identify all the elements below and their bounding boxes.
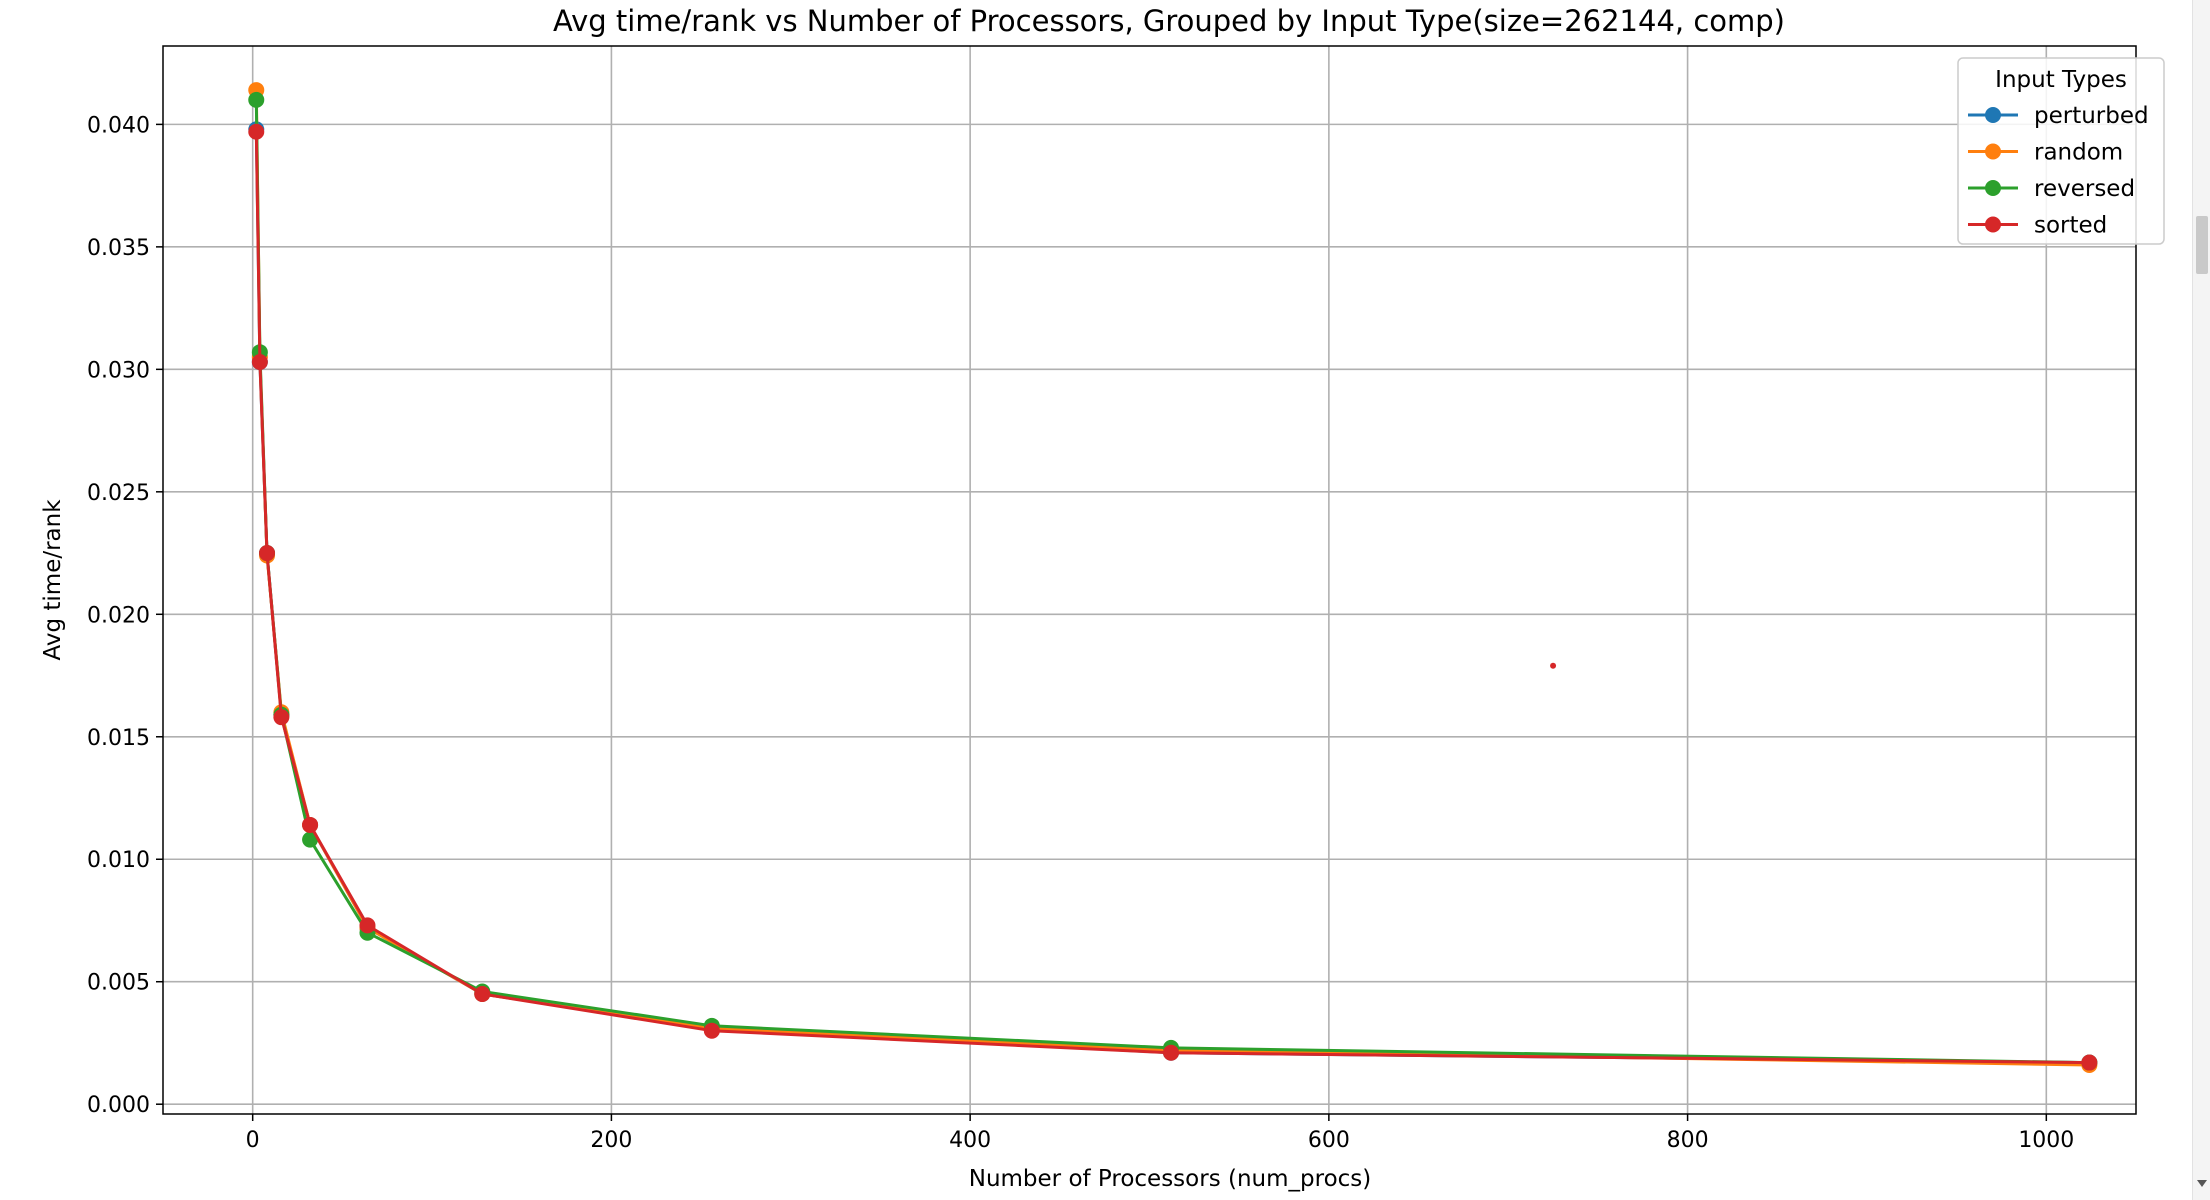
legend-marker-perturbed	[1985, 107, 2001, 123]
x-tick-label: 1000	[2018, 1128, 2074, 1153]
x-tick-label: 800	[1667, 1128, 1709, 1153]
data-point-reversed	[302, 831, 319, 848]
data-point-sorted	[251, 353, 268, 370]
x-axis-label: Number of Processors (num_procs)	[969, 1166, 1372, 1192]
y-tick-label: 0.035	[87, 236, 150, 261]
data-point-sorted	[259, 545, 276, 562]
data-point-sorted	[302, 816, 319, 833]
legend-marker-random	[1985, 143, 2001, 160]
data-point-sorted	[474, 985, 491, 1002]
legend-label-perturbed: perturbed	[2034, 103, 2149, 129]
x-tick-label: 400	[949, 1128, 991, 1153]
x-tick-label: 200	[590, 1128, 632, 1153]
data-point-reversed	[248, 91, 265, 108]
y-tick-label: 0.020	[87, 603, 150, 628]
data-point-sorted	[359, 917, 376, 934]
legend-label-random: random	[2034, 140, 2123, 166]
scrollbar-thumb[interactable]	[2196, 216, 2208, 274]
legend: Input Types perturbed random reversed sorte…	[1957, 57, 2165, 245]
annotations	[1550, 662, 1557, 669]
data-point-sorted	[703, 1022, 720, 1039]
legend-label-sorted: sorted	[2034, 213, 2107, 239]
data-point-sorted	[248, 123, 265, 140]
legend-entries: perturbed random reversed sorted	[1968, 103, 2149, 239]
y-tick-label: 0.015	[87, 726, 150, 751]
y-tick-label: 0.030	[87, 358, 150, 383]
y-tick-label: 0.010	[87, 848, 150, 873]
x-tick-label: 600	[1308, 1128, 1350, 1153]
y-tick-label: 0.025	[87, 481, 150, 506]
y-tick-label: 0.005	[87, 971, 150, 996]
y-axis-label: Avg time/rank	[40, 499, 66, 661]
y-tick-label: 0.040	[87, 113, 150, 138]
plot-frame	[162, 45, 2137, 1115]
data-point-sorted	[273, 709, 290, 726]
series-line-sorted	[254, 131, 2090, 1065]
annotation-dot	[1550, 662, 1557, 669]
legend-marker-reversed	[1985, 180, 2001, 196]
data-point-sorted	[2081, 1054, 2098, 1071]
plot-lines	[248, 82, 2098, 1074]
legend-box	[1957, 57, 2165, 245]
vertical-scrollbar[interactable]	[2192, 0, 2210, 1200]
legend-marker-sorted	[1985, 216, 2001, 233]
legend-label-reversed: reversed	[2034, 176, 2135, 202]
chart-title: Avg time/rank vs Number of Processors, G…	[553, 4, 1785, 38]
data-point-sorted	[1163, 1044, 1180, 1061]
scroll-down-arrow-icon[interactable]	[2197, 1180, 2207, 1187]
y-tick-label: 0.000	[87, 1093, 150, 1118]
legend-title: Input Types	[1995, 67, 2127, 93]
x-tick-label: 0	[246, 1128, 260, 1153]
series-sorted	[248, 123, 2098, 1071]
axes: 0 200 400 600 800 1000 0.000 0.005 0.010 0.015 0.0…	[87, 113, 2074, 1153]
